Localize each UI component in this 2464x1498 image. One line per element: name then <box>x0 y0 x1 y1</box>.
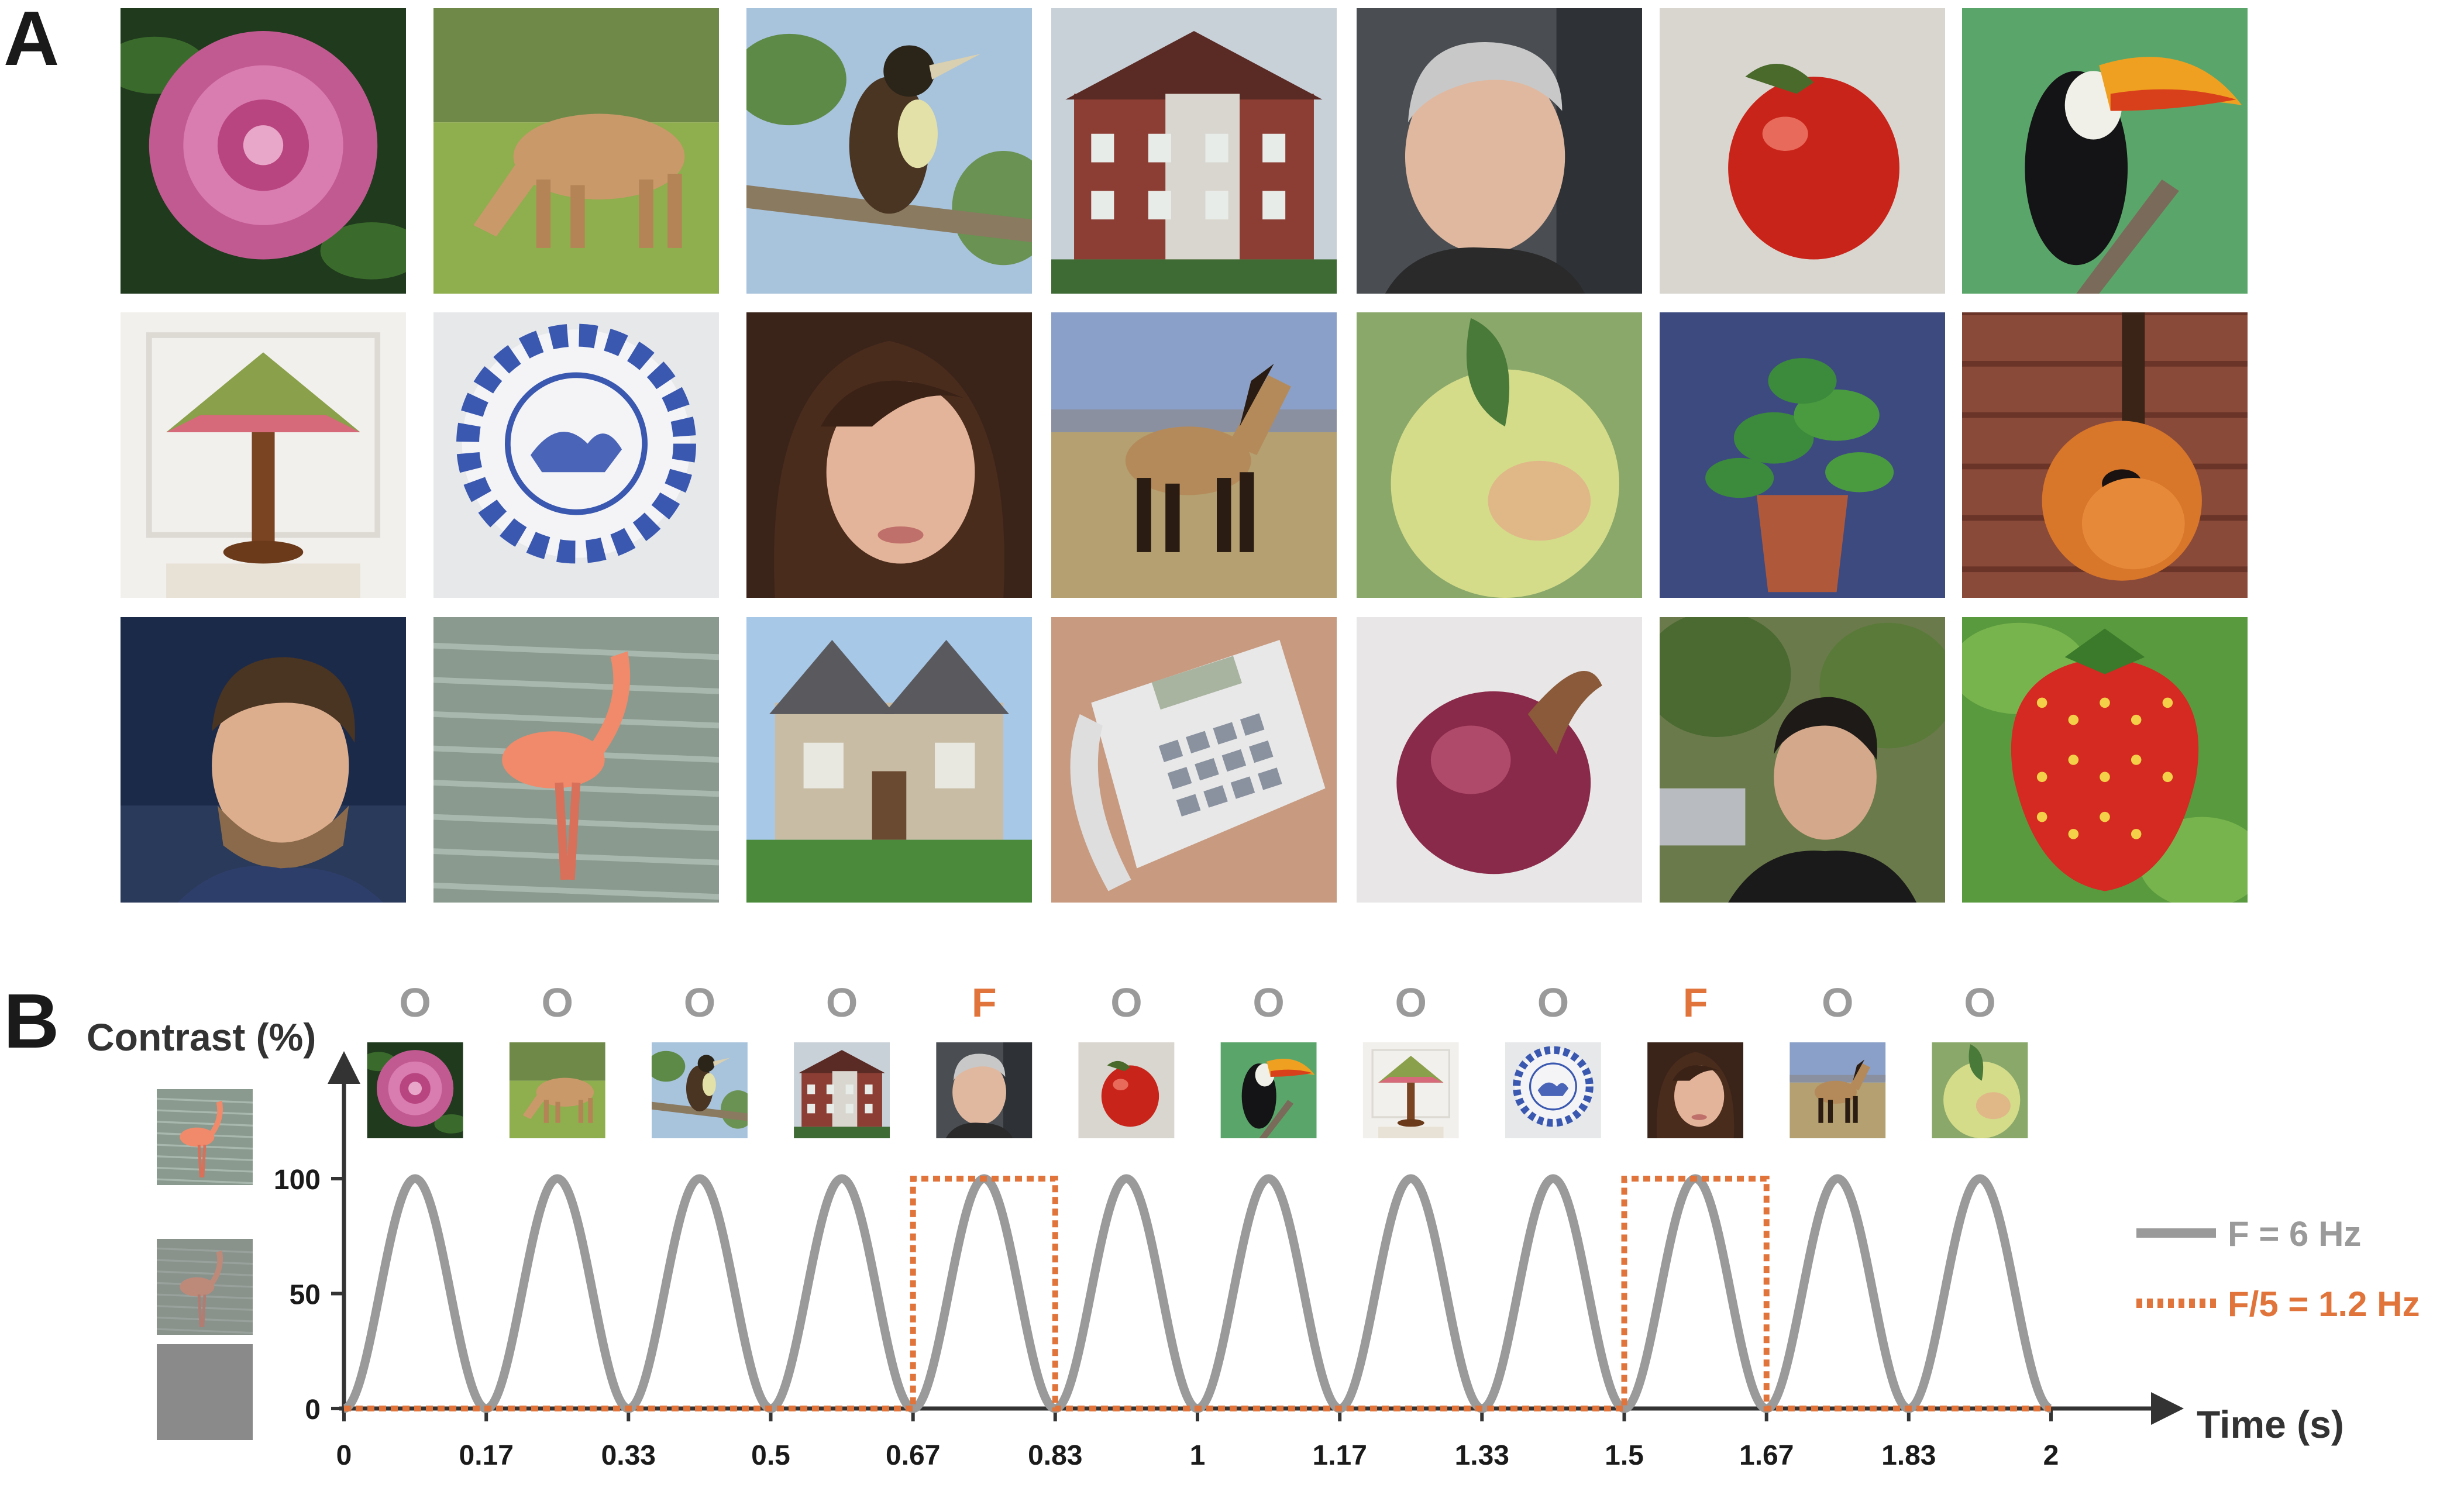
x-tick-label: 1 <box>1190 1440 1206 1471</box>
sequence-thumbnail-red-tomato <box>1078 1042 1175 1138</box>
sequence-category-letter: F <box>972 980 997 1025</box>
y-tick-label: 100 <box>274 1165 321 1196</box>
sequence-category-letter: O <box>542 980 573 1025</box>
sequence-thumbnail-older-man-face <box>936 1042 1033 1138</box>
grid-image-man-face <box>121 617 406 903</box>
grid-image-bird-on-branch <box>746 8 1033 294</box>
x-tick-label: 1.33 <box>1455 1440 1509 1471</box>
sequence-thumbnail-tiffany-lamp <box>1362 1042 1459 1138</box>
grid-image-brick-mansion <box>1051 8 1337 294</box>
x-tick-label: 0.83 <box>1028 1440 1082 1471</box>
sequence-category-letter: O <box>1822 980 1853 1025</box>
grid-image-guitar <box>1962 312 2248 598</box>
grid-image-red-onion <box>1357 617 1642 903</box>
grid-image-red-tomato <box>1660 8 1945 294</box>
x-tick-label: 0.17 <box>459 1440 514 1471</box>
grid-image-pony <box>433 8 719 294</box>
legend: F = 6 Hz F/5 = 1.2 Hz <box>2136 1214 2420 1324</box>
grid-image-tiffany-lamp <box>121 312 406 598</box>
sequence-thumbnail-peony-flower <box>367 1042 463 1138</box>
grid-image-peony-flower <box>121 8 407 294</box>
sequence-thumbnail-brick-mansion <box>794 1042 890 1138</box>
grid-image-woman-face-outdoors <box>1660 617 1946 903</box>
y-axis-label: Contrast (%) <box>87 1015 316 1059</box>
grid-image-strawberry <box>1962 617 2248 903</box>
sequence-thumbnail-blue-white-plate <box>1505 1042 1601 1138</box>
sequence-category-letter: O <box>399 980 431 1025</box>
sequence-category-letter: O <box>1964 980 1995 1025</box>
grid-image-potted-plant <box>1660 312 1945 598</box>
stimulus-image-grid <box>121 8 2248 903</box>
panel-a-label: A <box>4 0 60 81</box>
sequence-thumbnail-bird-on-branch <box>651 1042 748 1138</box>
grid-image-older-man-face <box>1357 8 1642 294</box>
sequence-category-letter: O <box>1537 980 1569 1025</box>
x-tick-label: 0 <box>336 1440 352 1471</box>
x-tick-label: 0.5 <box>751 1440 790 1471</box>
contrast-example-gray-0 <box>157 1344 253 1440</box>
contrast-example-flamingo-100 <box>157 1089 253 1185</box>
sequence-category-letter: O <box>1110 980 1142 1025</box>
legend-label-f5: F/5 = 1.2 Hz <box>2228 1285 2420 1324</box>
contrast-example-flamingo-50 <box>157 1239 253 1335</box>
grid-image-woman-face <box>746 312 1032 598</box>
x-tick-label: 1.5 <box>1605 1440 1644 1471</box>
sequence-category-letter: O <box>1395 980 1427 1025</box>
grid-image-desk-telephone <box>1051 617 1337 903</box>
grid-image-horse-in-field <box>1051 312 1337 598</box>
x-axis-label: Time (s) <box>2197 1403 2344 1446</box>
sequence-thumbnail-pony <box>509 1042 605 1138</box>
sequence-category-letter: O <box>826 980 858 1025</box>
grid-image-green-apple <box>1357 312 1642 598</box>
series-line-f-6hz <box>340 1174 2055 1413</box>
y-tick-label: 50 <box>290 1280 321 1311</box>
panel-b-label: B <box>4 978 60 1064</box>
sequence-thumbnail-horse-in-field <box>1790 1042 1886 1138</box>
grid-image-blue-white-plate <box>433 312 719 598</box>
x-tick-label: 0.33 <box>601 1440 656 1471</box>
grid-image-flamingo <box>433 617 720 903</box>
sequence-category-letter: O <box>1252 980 1284 1025</box>
sequence-thumbnail-woman-face <box>1647 1042 1744 1138</box>
legend-label-f: F = 6 Hz <box>2228 1214 2361 1254</box>
sequence-category-letter: O <box>684 980 715 1025</box>
grid-image-toucan <box>1962 8 2248 294</box>
x-tick-label: 0.67 <box>886 1440 940 1471</box>
y-tick-label: 0 <box>305 1394 321 1425</box>
sequence-thumbnail-green-apple <box>1932 1042 2028 1138</box>
x-tick-label: 1.17 <box>1313 1440 1367 1471</box>
sequence-thumbnail-toucan <box>1220 1042 1317 1138</box>
x-tick-label: 2 <box>2043 1440 2059 1471</box>
grid-image-stone-house <box>746 617 1032 903</box>
x-tick-label: 1.83 <box>1881 1440 1936 1471</box>
series-line-f5-1-2hz <box>344 1176 2051 1411</box>
sequence-category-letter: F <box>1683 980 1708 1025</box>
x-tick-label: 1.67 <box>1739 1440 1794 1471</box>
